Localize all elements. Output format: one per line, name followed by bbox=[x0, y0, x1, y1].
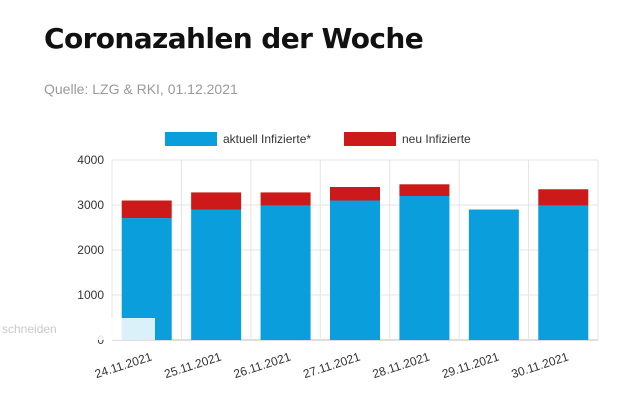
bar-neu-infizierte[interactable] bbox=[330, 187, 380, 201]
bar-aktuell-infizierte[interactable] bbox=[538, 205, 589, 340]
cut-button-overlay[interactable]: schneiden bbox=[0, 318, 155, 340]
y-tick-label: 3000 bbox=[77, 198, 104, 212]
bar-neu-infizierte[interactable] bbox=[538, 189, 589, 206]
source-note: Quelle: LZG & RKI, 01.12.2021 bbox=[44, 81, 238, 97]
legend-label: neu Infizierte bbox=[402, 132, 471, 146]
chart-title: Coronazahlen der Woche bbox=[44, 22, 424, 55]
x-tick-label: 30.11.2021 bbox=[510, 349, 571, 381]
y-tick-label: 0 bbox=[97, 333, 104, 347]
legend: aktuell Infizierte* neu Infizierte bbox=[165, 132, 471, 146]
legend-swatch bbox=[165, 132, 217, 146]
bars bbox=[121, 184, 589, 341]
x-tick-label: 26.11.2021 bbox=[232, 349, 293, 381]
y-tick-label: 1000 bbox=[77, 288, 104, 302]
x-tick-label: 24.11.2021 bbox=[93, 349, 154, 381]
legend-swatch bbox=[344, 132, 396, 146]
bar-aktuell-infizierte[interactable] bbox=[191, 209, 242, 341]
legend-label: aktuell Infizierte* bbox=[223, 132, 311, 146]
bar-aktuell-infizierte[interactable] bbox=[260, 205, 311, 340]
y-tick-label: 2000 bbox=[77, 243, 104, 257]
x-tick-label: 27.11.2021 bbox=[301, 349, 362, 381]
x-tick-label: 28.11.2021 bbox=[371, 349, 432, 381]
bar-aktuell-infizierte[interactable] bbox=[399, 196, 450, 340]
x-tick-label: 25.11.2021 bbox=[162, 349, 223, 381]
bar-neu-infizierte[interactable] bbox=[121, 200, 172, 219]
bar-neu-infizierte[interactable] bbox=[399, 184, 450, 196]
bar-neu-infizierte[interactable] bbox=[260, 192, 311, 206]
bar-aktuell-infizierte[interactable] bbox=[330, 200, 380, 341]
x-tick-label: 29.11.2021 bbox=[440, 349, 501, 381]
bar-neu-infizierte[interactable] bbox=[191, 192, 242, 210]
y-tick-label: 4000 bbox=[77, 153, 104, 167]
bar-aktuell-infizierte[interactable] bbox=[468, 209, 519, 341]
